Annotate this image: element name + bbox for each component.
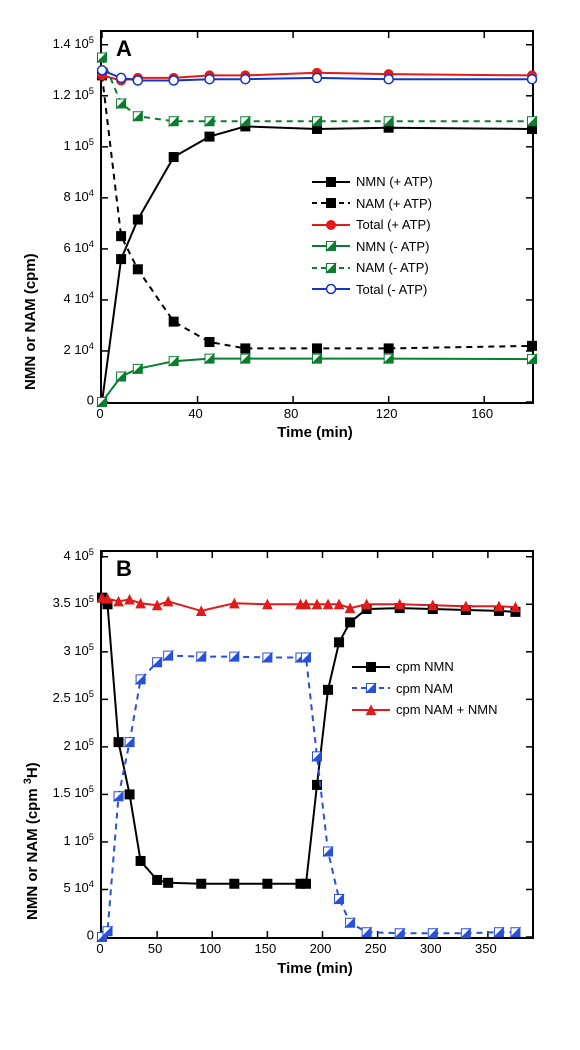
legend-item: cpm NAM + NMN bbox=[352, 700, 497, 720]
chart-b-plot: B cpm NMNcpm NAMcpm NAM + NMN bbox=[100, 550, 534, 939]
legend-item: NAM (- ATP) bbox=[312, 258, 433, 278]
legend-item: NMN (- ATP) bbox=[312, 237, 433, 257]
chart-b: NMN or NAM (cpm 3H) B cpm NMNcpm NAMcpm … bbox=[0, 530, 580, 1015]
legend-item: Total (+ ATP) bbox=[312, 215, 433, 235]
legend-item: NAM (+ ATP) bbox=[312, 194, 433, 214]
chart-a-legend: NMN (+ ATP)NAM (+ ATP)Total (+ ATP)NMN (… bbox=[312, 172, 433, 301]
chart-a-ylabel: NMN or NAM (cpm) bbox=[22, 253, 39, 390]
chart-b-svg bbox=[102, 552, 532, 937]
chart-a-xlabel: Time (min) bbox=[100, 424, 530, 441]
chart-b-xlabel: Time (min) bbox=[100, 960, 530, 977]
legend-item: cpm NAM bbox=[352, 679, 497, 699]
legend-item: NMN (+ ATP) bbox=[312, 172, 433, 192]
chart-a: NMN or NAM (cpm) A NMN (+ ATP)NAM (+ ATP… bbox=[0, 10, 580, 485]
chart-a-plot: A NMN (+ ATP)NAM (+ ATP)Total (+ ATP)NMN… bbox=[100, 30, 534, 404]
legend-item: Total (- ATP) bbox=[312, 280, 433, 300]
legend-item: cpm NMN bbox=[352, 657, 497, 677]
chart-b-legend: cpm NMNcpm NAMcpm NAM + NMN bbox=[352, 657, 497, 722]
